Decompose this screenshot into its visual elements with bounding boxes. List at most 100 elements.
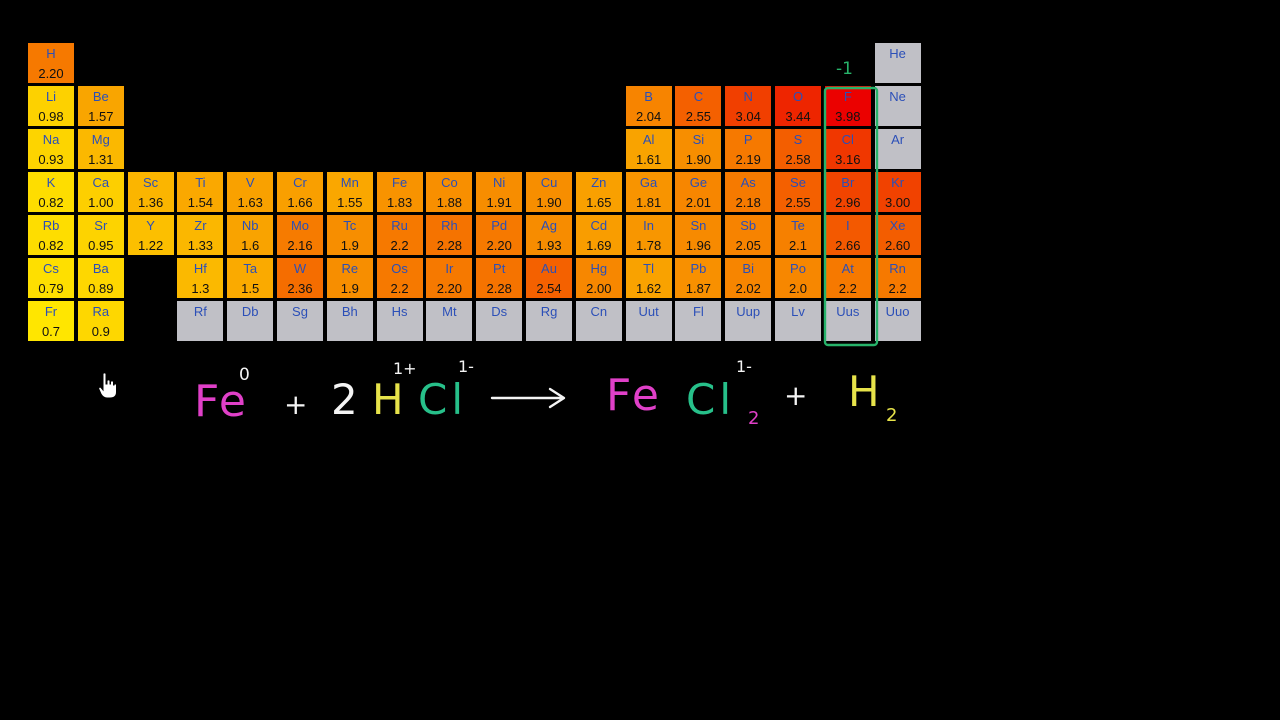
- element-cell-po: Po 2.0: [775, 258, 822, 299]
- electronegativity-value: 0.79: [38, 281, 64, 296]
- element-cell-bh: Bh: [326, 301, 374, 342]
- coefficient-2: 2: [331, 375, 358, 424]
- element-cell-hg: Hg 2.00: [575, 258, 623, 299]
- element-symbol: Bh: [341, 304, 358, 319]
- reaction-arrow: [490, 387, 566, 409]
- element-symbol: B: [644, 89, 653, 104]
- element-cell-ga: Ga 1.81: [625, 172, 673, 213]
- electronegativity-value: 2.19: [735, 152, 761, 167]
- element-symbol: Ne: [889, 89, 906, 104]
- element-cell-mg: Mg 1.31: [77, 129, 125, 170]
- element-symbol: Cs: [43, 261, 59, 276]
- electronegativity-value: 2.01: [685, 195, 712, 210]
- electronegativity-value: 1.69: [586, 238, 612, 253]
- element-cell-al: Al 1.61: [625, 129, 673, 170]
- reactant-hydrogen-charge: 1+: [393, 359, 417, 378]
- element-cell-uus: Uus: [824, 301, 872, 342]
- element-cell-bi: Bi 2.02: [725, 258, 773, 299]
- electronegativity-value: 2.96: [835, 195, 861, 210]
- element-symbol: Ar: [891, 132, 905, 147]
- electronegativity-value: 2.2: [390, 281, 409, 296]
- element-cell-kr: Kr 3.00: [874, 172, 922, 213]
- element-cell-o: O 3.44: [775, 86, 822, 127]
- element-cell-si: Si 1.90: [675, 129, 723, 170]
- electronegativity-value: 0.82: [38, 238, 64, 253]
- electronegativity-value: 1.63: [237, 195, 263, 210]
- electronegativity-value: 1.90: [536, 195, 562, 210]
- element-symbol: Cn: [590, 304, 608, 319]
- element-symbol: Uuo: [885, 304, 910, 319]
- element-symbol: S: [793, 132, 803, 147]
- element-cell-sc: Sc 1.36: [127, 172, 175, 213]
- electronegativity-value: 2.0: [788, 281, 808, 296]
- element-symbol: Ca: [92, 175, 110, 190]
- element-symbol: Pd: [491, 218, 508, 233]
- element-symbol: Sc: [143, 175, 159, 190]
- element-symbol: Cl: [841, 132, 854, 147]
- element-cell-ru: Ru 2.2: [376, 215, 424, 256]
- product-iron: Fe: [606, 370, 662, 421]
- element-symbol: Uup: [736, 304, 761, 319]
- electronegativity-value: 1.93: [536, 238, 562, 253]
- element-symbol: Mt: [442, 304, 457, 319]
- reactant-hydrogen: H: [372, 375, 404, 424]
- element-symbol: Ge: [689, 175, 708, 190]
- element-cell-ta: Ta 1.5: [227, 258, 275, 299]
- element-symbol: O: [792, 89, 804, 104]
- element-symbol: Re: [341, 261, 359, 276]
- element-cell-rg: Rg: [526, 301, 573, 342]
- element-cell-rh: Rh 2.28: [426, 215, 474, 256]
- element-cell-re: Re 1.9: [326, 258, 374, 299]
- element-symbol: Mg: [91, 132, 110, 147]
- element-symbol: Uus: [836, 304, 860, 319]
- element-cell-cl: Cl 3.16: [824, 129, 872, 170]
- electronegativity-value: 1.91: [486, 195, 512, 210]
- element-symbol: Pb: [690, 261, 707, 276]
- element-symbol: Kr: [891, 175, 905, 190]
- element-cell-ca: Ca 1.00: [77, 172, 125, 213]
- electronegativity-value: 2.28: [436, 238, 463, 253]
- reactant-chlorine: Cl: [418, 375, 467, 424]
- reactant-iron: Fe: [194, 376, 248, 427]
- element-cell-hf: Hf 1.3: [177, 258, 225, 299]
- element-symbol: Cd: [590, 218, 608, 233]
- element-symbol: Y: [146, 218, 155, 233]
- electronegativity-value: 0.89: [88, 281, 114, 296]
- element-cell-w: W 2.36: [277, 258, 324, 299]
- element-cell-ba: Ba 0.89: [77, 258, 125, 299]
- element-symbol: Lv: [791, 304, 805, 319]
- element-cell-cn: Cn: [575, 301, 623, 342]
- element-cell-br: Br 2.96: [824, 172, 872, 213]
- element-symbol: Na: [42, 132, 60, 147]
- element-symbol: Ag: [541, 218, 557, 233]
- electronegativity-value: 0.98: [38, 109, 64, 124]
- element-cell-y: Y 1.22: [127, 215, 175, 256]
- element-symbol: Pt: [493, 261, 506, 276]
- element-symbol: At: [841, 261, 854, 276]
- element-cell-ir: Ir 2.20: [426, 258, 474, 299]
- electronegativity-value: 1.00: [88, 195, 114, 210]
- reactant-iron-charge: 0: [239, 365, 250, 385]
- element-symbol: N: [743, 89, 753, 104]
- element-symbol: Po: [790, 261, 806, 276]
- element-cell-fl: Fl: [675, 301, 723, 342]
- element-symbol: Ba: [92, 261, 109, 276]
- product-chlorine: Cl: [686, 375, 735, 424]
- element-cell-pt: Pt 2.28: [476, 258, 524, 299]
- element-cell-c: C 2.55: [675, 86, 723, 127]
- element-symbol: Rg: [540, 304, 558, 319]
- electronegativity-value: 0.9: [91, 324, 110, 339]
- element-symbol: Fl: [692, 304, 704, 319]
- electronegativity-value: 1.55: [337, 195, 363, 210]
- electronegativity-value: 1.62: [635, 281, 662, 296]
- element-cell-ds: Ds: [476, 301, 524, 342]
- element-cell-in: In 1.78: [625, 215, 673, 256]
- element-cell-ti: Ti 1.54: [177, 172, 225, 213]
- element-symbol: Os: [391, 261, 408, 276]
- element-cell-mo: Mo 2.16: [277, 215, 324, 256]
- electronegativity-value: 2.55: [785, 195, 811, 210]
- product-hydrogen-subscript: 2: [886, 405, 897, 426]
- element-symbol: Se: [790, 175, 806, 190]
- electronegativity-value: 2.00: [586, 281, 612, 296]
- electronegativity-value: 3.98: [835, 109, 861, 124]
